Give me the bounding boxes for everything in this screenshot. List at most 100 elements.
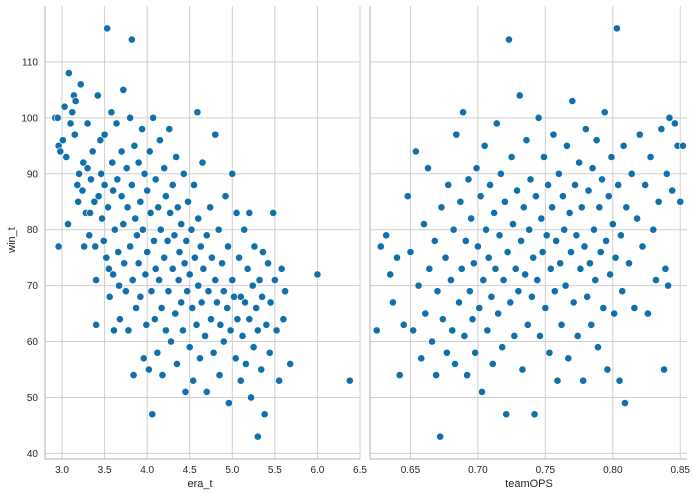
data-point <box>463 371 472 380</box>
data-point <box>270 276 279 284</box>
data-point <box>247 393 255 402</box>
y-tick-label: 60 <box>27 337 39 348</box>
data-point <box>546 264 555 273</box>
data-point <box>183 287 192 296</box>
data-point <box>607 153 616 161</box>
data-point <box>249 343 258 352</box>
data-point <box>635 130 644 139</box>
data-point <box>604 192 613 201</box>
data-point <box>575 158 583 167</box>
data-point <box>345 376 354 385</box>
data-point <box>157 304 166 312</box>
data-point <box>600 108 609 117</box>
data-point <box>151 175 160 184</box>
data-point <box>130 141 139 150</box>
data-point <box>548 203 557 212</box>
data-point <box>240 225 249 234</box>
data-point <box>461 236 470 245</box>
data-point <box>173 360 181 368</box>
data-point <box>245 209 254 217</box>
data-point <box>79 158 88 167</box>
data-point <box>596 248 605 256</box>
data-point <box>460 332 469 340</box>
data-point <box>133 231 141 240</box>
data-point <box>513 186 521 195</box>
data-point <box>199 264 208 273</box>
data-point <box>167 337 175 346</box>
data-point <box>121 287 130 296</box>
data-point <box>498 343 507 352</box>
data-point <box>148 410 157 419</box>
data-point <box>252 304 261 312</box>
data-point <box>614 181 623 189</box>
data-point <box>442 348 451 357</box>
data-point <box>147 287 156 296</box>
data-point <box>572 231 581 240</box>
data-point <box>399 320 408 329</box>
data-point <box>506 298 515 307</box>
data-point <box>141 270 150 279</box>
data-point <box>153 348 162 357</box>
data-point <box>94 192 103 201</box>
data-point <box>476 192 485 201</box>
data-point <box>406 248 415 256</box>
data-point <box>540 153 548 161</box>
data-point <box>110 225 119 234</box>
data-point <box>74 197 83 206</box>
data-point <box>226 326 235 335</box>
data-point <box>625 259 633 268</box>
data-point <box>73 181 82 189</box>
data-point <box>60 102 69 111</box>
data-point <box>505 35 513 44</box>
data-point <box>209 348 218 357</box>
data-point <box>184 197 192 206</box>
data-point <box>561 281 570 290</box>
data-point <box>175 248 184 256</box>
data-point <box>496 169 505 178</box>
data-point <box>544 181 552 189</box>
data-point <box>568 97 577 105</box>
data-point <box>110 326 118 335</box>
data-point <box>490 209 499 217</box>
data-point <box>185 343 194 352</box>
data-point <box>372 326 381 335</box>
data-point <box>92 320 100 329</box>
data-point <box>527 292 536 301</box>
data-point <box>166 209 175 217</box>
data-point <box>266 298 275 307</box>
data-point <box>269 209 278 217</box>
data-point <box>143 186 152 195</box>
data-point <box>538 248 547 256</box>
data-point <box>444 181 453 189</box>
x-axis-title-era: era_t <box>187 478 212 490</box>
data-point <box>588 164 597 173</box>
y-tick-label: 90 <box>27 169 39 180</box>
x-tick-label: 0.70 <box>468 465 488 476</box>
data-point <box>272 326 281 335</box>
data-point <box>464 175 473 184</box>
data-point <box>62 153 71 161</box>
data-point <box>98 214 106 223</box>
y-tick-label: 40 <box>27 449 39 460</box>
y-tick-label: 110 <box>22 57 38 68</box>
data-point <box>556 259 565 268</box>
data-point <box>180 259 189 268</box>
data-point <box>230 292 238 301</box>
data-point <box>592 136 601 145</box>
data-point <box>96 136 105 145</box>
data-point <box>257 365 266 374</box>
data-point <box>411 147 420 156</box>
data-point <box>215 371 224 380</box>
data-point <box>192 320 201 329</box>
y-tick-label: 100 <box>21 113 38 124</box>
data-point <box>76 80 85 89</box>
data-point <box>85 231 94 240</box>
data-point <box>259 248 267 256</box>
data-point <box>533 276 542 284</box>
data-point <box>53 113 62 122</box>
data-point <box>437 203 446 212</box>
data-point <box>581 125 590 133</box>
data-point <box>549 130 558 139</box>
data-point <box>455 298 463 307</box>
data-point <box>179 326 187 335</box>
